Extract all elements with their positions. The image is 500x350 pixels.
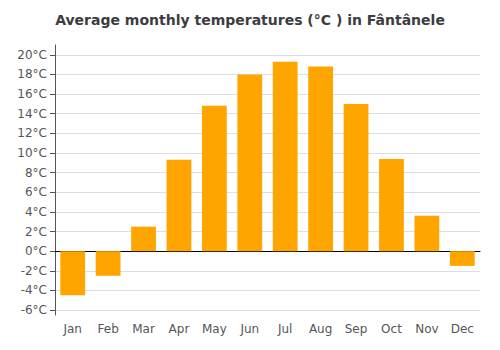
svg-text:Jun: Jun [239, 322, 259, 336]
svg-text:6°C: 6°C [25, 185, 47, 199]
svg-text:10°C: 10°C [17, 146, 47, 160]
svg-text:2°C: 2°C [25, 225, 47, 239]
svg-text:-6°C: -6°C [21, 303, 47, 317]
svg-text:Apr: Apr [169, 322, 190, 336]
svg-text:4°C: 4°C [25, 205, 47, 219]
svg-text:14°C: 14°C [17, 107, 47, 121]
svg-text:12°C: 12°C [17, 126, 47, 140]
svg-text:16°C: 16°C [17, 87, 47, 101]
svg-text:-4°C: -4°C [21, 283, 47, 297]
svg-text:20°C: 20°C [17, 48, 47, 62]
svg-text:Dec: Dec [451, 322, 474, 336]
svg-text:Feb: Feb [98, 322, 119, 336]
svg-text:Nov: Nov [415, 322, 438, 336]
svg-text:Average monthly temperatures (: Average monthly temperatures (°C ) in Fâ… [55, 12, 445, 28]
svg-text:Aug: Aug [309, 322, 332, 336]
svg-text:8°C: 8°C [25, 166, 47, 180]
svg-text:Sep: Sep [345, 322, 368, 336]
svg-text:Jul: Jul [277, 322, 292, 336]
svg-text:-2°C: -2°C [21, 264, 47, 278]
svg-text:Mar: Mar [132, 322, 155, 336]
svg-text:Oct: Oct [381, 322, 402, 336]
svg-text:18°C: 18°C [17, 67, 47, 81]
svg-text:Jan: Jan [62, 322, 82, 336]
svg-text:May: May [202, 322, 227, 336]
svg-text:0°C: 0°C [25, 244, 47, 258]
